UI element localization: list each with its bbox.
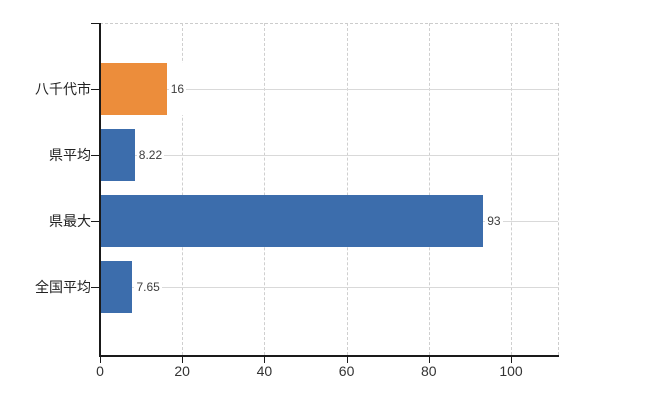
category-label: 県平均 bbox=[49, 147, 91, 163]
bar-value-label: 93 bbox=[485, 195, 503, 247]
bar bbox=[101, 195, 484, 247]
plot-right-border bbox=[558, 23, 559, 355]
x-tick bbox=[428, 357, 430, 363]
bar bbox=[101, 63, 167, 115]
gridline-vertical bbox=[346, 23, 348, 355]
axis-top-tick bbox=[91, 23, 99, 24]
x-tick bbox=[182, 357, 184, 363]
x-tick-label: 100 bbox=[499, 363, 523, 379]
plot-top-border bbox=[100, 23, 558, 24]
gridline-horizontal bbox=[101, 154, 558, 156]
gridline-vertical bbox=[511, 23, 512, 355]
x-tick-label: 20 bbox=[174, 363, 190, 379]
category-tick bbox=[91, 155, 99, 156]
category-label: 県最大 bbox=[49, 213, 91, 229]
bar-value-label: 8.22 bbox=[136, 129, 165, 181]
x-tick-label: 60 bbox=[338, 363, 355, 379]
x-tick bbox=[511, 357, 512, 363]
category-tick bbox=[91, 287, 99, 288]
x-tick bbox=[100, 357, 101, 363]
x-tick-label: 80 bbox=[421, 363, 437, 379]
plot-area: 16 8.22 93 7.65 0 20 40 60 80 100 bbox=[91, 23, 559, 379]
bar bbox=[101, 129, 135, 181]
bar bbox=[101, 261, 133, 313]
category-label: 八千代市 bbox=[35, 81, 91, 97]
category-tick bbox=[91, 89, 99, 90]
gridline-horizontal bbox=[101, 286, 558, 288]
category-label: 全国平均 bbox=[35, 279, 91, 295]
gridline-vertical bbox=[182, 23, 184, 355]
x-tick bbox=[346, 357, 348, 363]
y-axis-line bbox=[99, 23, 101, 357]
gridline-vertical bbox=[428, 23, 430, 355]
bar-value-label: 7.65 bbox=[134, 261, 162, 313]
x-tick bbox=[264, 357, 266, 363]
x-axis-line bbox=[99, 355, 559, 357]
x-tick-label: 40 bbox=[256, 363, 273, 379]
x-tick-label: 0 bbox=[96, 363, 104, 379]
gridline-vertical bbox=[264, 23, 266, 355]
category-tick bbox=[91, 221, 99, 222]
gridline-horizontal bbox=[101, 88, 558, 90]
bar-value-label: 16 bbox=[168, 63, 187, 115]
